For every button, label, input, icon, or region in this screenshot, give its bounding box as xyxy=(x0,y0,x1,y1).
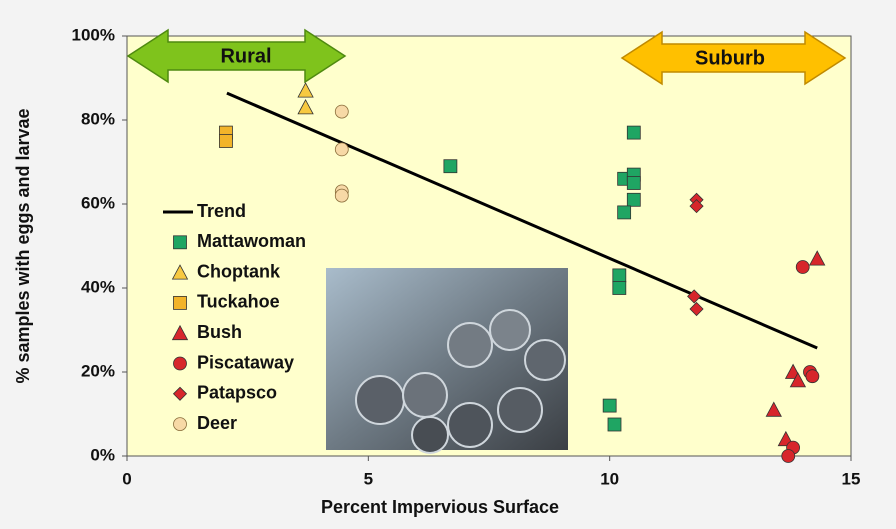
y-tick-label: 0% xyxy=(90,445,115,464)
photo xyxy=(326,268,568,453)
point xyxy=(627,126,640,139)
x-tick-label: 15 xyxy=(842,469,861,488)
point xyxy=(627,177,640,190)
chart: Rural Suburb Percent Impervious Surface … xyxy=(0,0,896,529)
point xyxy=(335,189,348,202)
annotation: Suburb xyxy=(695,47,765,69)
legend-label: Piscataway xyxy=(197,352,294,372)
legend-swatch xyxy=(174,418,187,431)
point xyxy=(219,135,232,148)
point xyxy=(806,370,819,383)
y-tick-label: 100% xyxy=(72,25,115,44)
x-tick-label: 10 xyxy=(600,469,619,488)
legend-label: Choptank xyxy=(197,261,281,281)
legend-label: Mattawoman xyxy=(197,231,306,251)
y-tick-label: 20% xyxy=(81,361,115,380)
point xyxy=(335,105,348,118)
y-tick-label: 80% xyxy=(81,109,115,128)
y-tick-label: 40% xyxy=(81,277,115,296)
legend-label: Deer xyxy=(197,413,237,433)
legend-swatch xyxy=(174,236,187,249)
point xyxy=(444,160,457,173)
point xyxy=(608,418,621,431)
point xyxy=(613,269,626,282)
x-tick-label: 5 xyxy=(364,469,373,488)
legend-label: Tuckahoe xyxy=(197,292,280,312)
point xyxy=(796,261,809,274)
legend-swatch xyxy=(174,296,187,309)
legend-label: Bush xyxy=(197,322,242,342)
point xyxy=(603,399,616,412)
point xyxy=(335,143,348,156)
point xyxy=(782,450,795,463)
annotation: Rural xyxy=(220,45,271,67)
y-axis-title: % samples with eggs and larvae xyxy=(13,108,33,383)
point xyxy=(618,206,631,219)
legend-label: Patapsco xyxy=(197,383,277,403)
point xyxy=(627,193,640,206)
point xyxy=(613,282,626,295)
legend-label: Trend xyxy=(197,201,246,221)
legend-swatch xyxy=(174,357,187,370)
x-tick-label: 0 xyxy=(122,469,131,488)
x-axis-title: Percent Impervious Surface xyxy=(321,497,559,517)
y-tick-label: 60% xyxy=(81,193,115,212)
